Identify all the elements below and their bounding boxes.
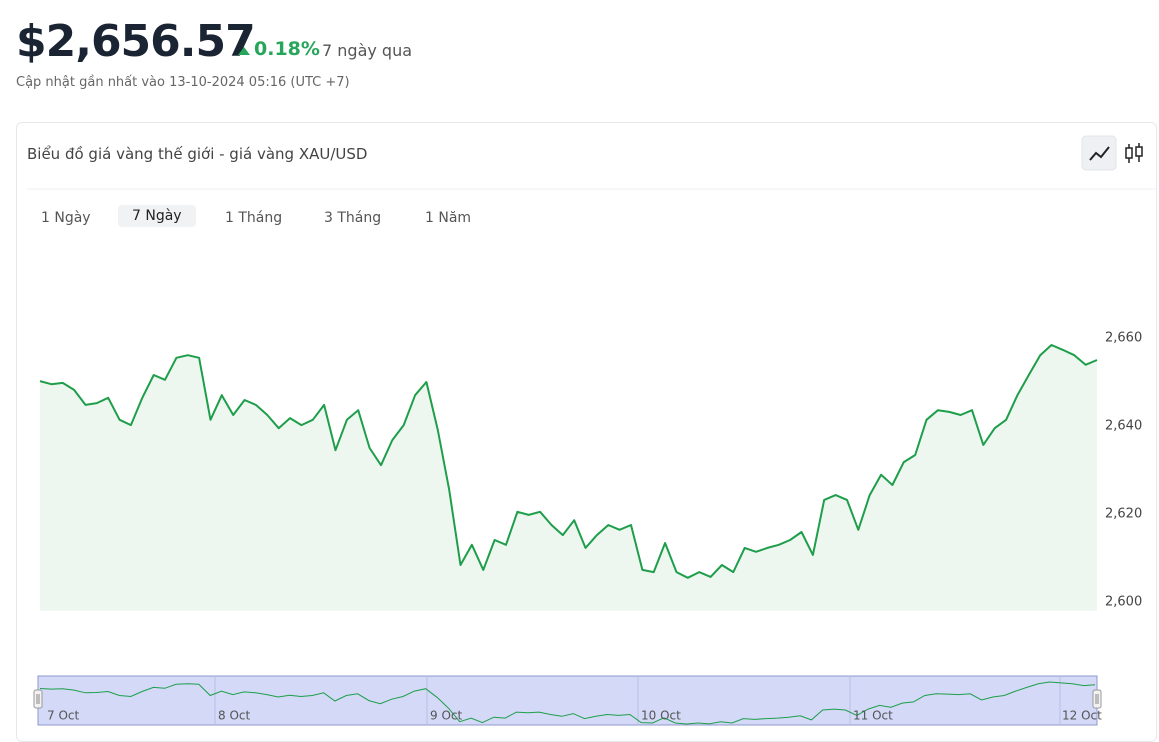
candle-icon (1135, 146, 1143, 157)
handle-box (1092, 689, 1102, 709)
price: $2,656.57 (16, 16, 256, 67)
up-arrow (238, 47, 250, 55)
period-tab[interactable]: 7 Ngày (118, 205, 196, 227)
navigator-line (39, 681, 1096, 725)
price-line (39, 344, 1098, 579)
navigator-label: 8 Oct (218, 709, 250, 723)
navigator-label: 11 Oct (853, 709, 893, 723)
navigator-handle[interactable] (1092, 689, 1102, 709)
line-icon (1089, 146, 1110, 161)
period: 7 ngày qua (322, 41, 413, 60)
y-tick-label: 2,640 (1105, 419, 1142, 434)
period-tab[interactable]: 3 Tháng (324, 210, 382, 226)
navigator-label: 10 Oct (641, 709, 681, 723)
navigator (37, 675, 1098, 726)
line-mode-button[interactable] (1081, 135, 1117, 171)
area (40, 345, 1097, 611)
y-tick-label: 2,620 (1105, 507, 1142, 522)
candle-icon (1125, 147, 1133, 159)
y-tick-label: 2,600 (1105, 595, 1142, 610)
navigator-label: 7 Oct (47, 709, 79, 723)
period-tab[interactable]: 1 Năm (425, 210, 472, 226)
button-bg (1117, 136, 1151, 170)
change: 0.18% (254, 38, 320, 60)
button-bg (1081, 135, 1117, 171)
navigator-label: 12 Oct (1062, 709, 1102, 723)
period-tab[interactable]: 1 Tháng (225, 210, 283, 226)
card-title: Biểu đồ giá vàng thế giới - giá vàng XAU… (27, 145, 368, 163)
handle-box (33, 689, 43, 709)
navigator-handle[interactable] (33, 689, 43, 709)
period-tab[interactable]: 1 Ngày (41, 210, 91, 226)
updated: Cập nhật gần nhất vào 13-10-2024 05:16 (… (16, 75, 350, 90)
y-tick-label: 2,660 (1105, 331, 1142, 346)
candle-mode-button[interactable] (1117, 136, 1151, 170)
navigator-label: 9 Oct (430, 709, 462, 723)
